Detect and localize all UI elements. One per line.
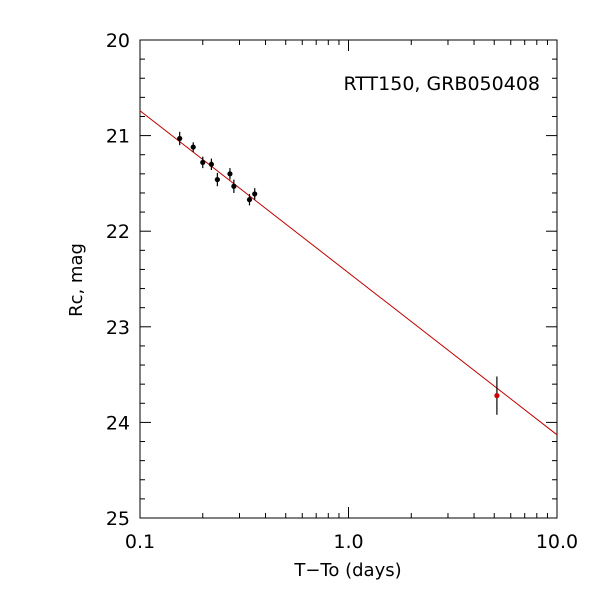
data-point: [227, 171, 233, 177]
data-point: [252, 191, 258, 197]
data-point: [208, 161, 214, 167]
y-tick-label: 20: [106, 30, 130, 52]
plot-frame: [139, 39, 558, 519]
data-point: [214, 176, 220, 183]
data-point: [177, 135, 183, 142]
y-tick-label: 25: [106, 508, 130, 530]
tick-labels-group: 20 21 22 23 24 250.1 1.0 10.0: [106, 30, 578, 553]
data-points-group: [177, 131, 500, 415]
x-axis-label: T−To (days): [293, 560, 401, 581]
x-tick-label: 0.1: [125, 531, 155, 553]
data-point: [190, 144, 196, 150]
axis-ticks: [139, 39, 557, 519]
y-tick-label: 23: [106, 317, 130, 339]
data-point: [246, 197, 253, 203]
chart-annotation: RTT150, GRB050408: [343, 73, 540, 95]
y-axis-label: Rc, mag: [66, 243, 87, 317]
y-tick-label: 24: [106, 412, 130, 434]
data-point: [231, 183, 237, 189]
x-tick-label: 10.0: [536, 531, 578, 553]
x-tick-label: 1.0: [333, 531, 363, 553]
data-point: [200, 159, 206, 165]
y-tick-label: 21: [106, 126, 130, 148]
y-tick-label: 22: [106, 221, 130, 243]
data-point: [494, 393, 500, 399]
